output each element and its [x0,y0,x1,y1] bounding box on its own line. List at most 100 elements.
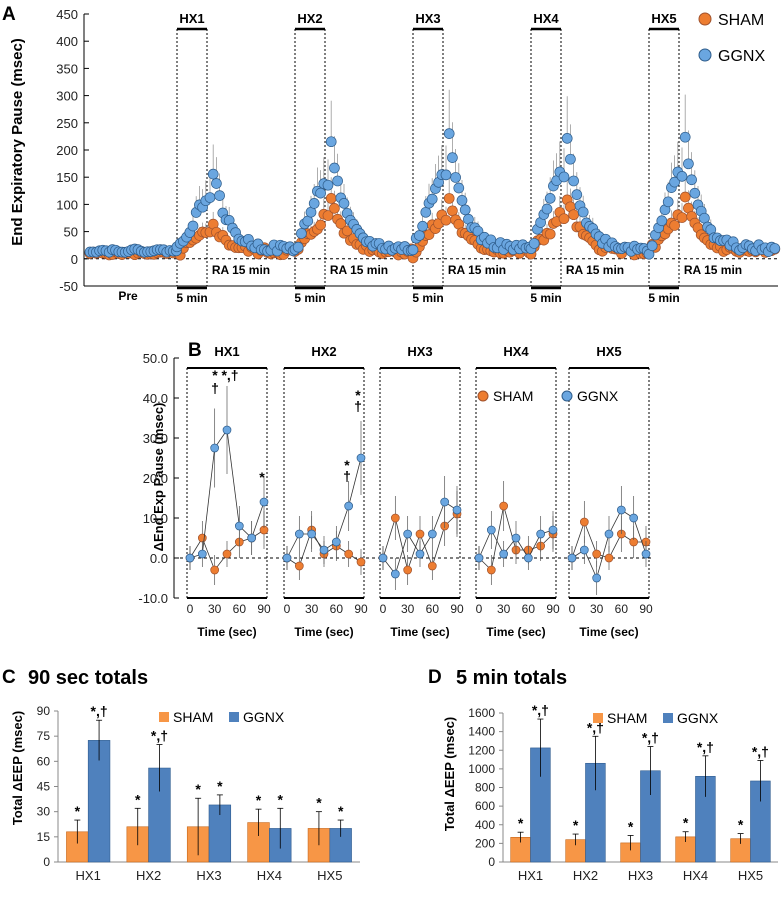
panel-d-y-tick: 1600 [468,706,495,720]
panel-a-ggnx-point [686,174,697,186]
panel-a-ggnx-point [558,171,570,183]
panel-b-sham-point [294,561,304,571]
panel-b-xlabel: Time (sec) [390,625,449,639]
panel-a-ggnx-point [338,198,350,209]
panel-d-y-tick: 1200 [468,743,495,757]
panel-d-sig-label: *,† [642,730,659,746]
panel-c-category-label: HX4 [257,868,282,883]
panel-b-sham-point [579,517,589,527]
panel-a-y-tick: -50 [59,279,78,294]
panel-d-sig-label: *,† [532,702,549,718]
panel-b-x-tick: 60 [233,602,247,616]
panel-c-category-label: HX2 [136,868,161,883]
panel-b-x-tick: 30 [401,602,415,616]
panel-b-sham-point [427,561,437,571]
panel-d-sig-label: * [573,817,579,833]
panel-b-ggnx-point [356,453,366,463]
panel-a-sham-point [329,203,340,214]
panel-b-y-tick: 50.0 [143,351,168,366]
panel-a-sham-point [447,205,458,217]
panel-a-ggnx-point [420,206,432,218]
panel-d-category-label: HX1 [518,868,543,883]
panel-a-ggnx-point [296,228,307,239]
panel-b-sham-point [222,549,232,559]
panel-b-x-tick: 90 [354,602,368,616]
panel-b-ggnx-point [511,533,521,543]
panel-d-y-tick: 1400 [468,725,495,739]
panel-a-ggnx-point [407,244,419,256]
panel-c-y-tick: 75 [37,729,51,743]
legend-d-sham-label: SHAM [607,710,647,726]
panel-b-ggnx-point [415,549,425,559]
panel-a-ggnx-point [689,187,701,199]
panel-d-category-label: HX5 [738,868,763,883]
panel-a-sham-point [568,209,579,221]
panel-a-5min-label: 5 min [648,291,679,305]
panel-c-legend: SHAM GGNX [159,709,285,725]
panel-b-y-tick: 0.0 [150,551,168,566]
panel-a-ggnx-point [669,176,680,188]
panel-b-x-tick: 90 [639,602,653,616]
panel-b-x-tick: 0 [476,602,483,616]
panel-a-ggnx-point [541,203,553,215]
panel-a-ggnx-point [769,243,781,254]
panel-a-ggnx-point [662,196,674,208]
panel-c-sig-label: * [338,803,344,819]
panel-c-sig-label: *,† [91,703,108,719]
panel-a-y-tick: 450 [56,7,78,22]
panel-c-sig-label: * [75,803,81,819]
legend-d-sham-swatch [593,713,603,723]
legend-c-sham-swatch [159,712,169,722]
legend-sham-marker [698,12,712,26]
panel-b-x-tick: 30 [590,602,604,616]
panel-c-ylabel: Total ΔEEP (msec) [10,711,25,825]
panel-b-letter: B [188,340,202,361]
panel-b-ggnx-point [474,553,484,563]
panel-c-sig-label: * [256,792,262,808]
panel-a-y-tick: 50 [64,225,78,240]
legend-ggnx-label: GGNX [718,48,765,65]
panel-a-ggnx-point [292,241,304,253]
panel-c: C 90 sec totals Total ΔEEP (msec) 90 75 60… [2,667,360,883]
panel-b-x-tick: 0 [187,602,194,616]
panel-b-ggnx-point [247,533,257,543]
panel-a-hx-label: HX1 [179,11,204,26]
panel-a-ra-label: RA 15 min [212,263,270,277]
panel-a-ra-label: RA 15 min [684,263,742,277]
panel-a: A End Expiratory Pause (msec) 450 400 350 3… [2,4,781,305]
panel-b-sham-point [499,501,509,511]
panel-b-ggnx-point [390,569,400,579]
panel-b-x-tick: 0 [284,602,291,616]
panel-a-y-tick: 250 [56,116,78,131]
panel-d-ylabel: Total ΔEEP (msec) [442,717,457,831]
panel-b-sham-point [356,557,366,567]
panel-a-y-tick: 300 [56,89,78,104]
panel-b-sig-marker: * [355,387,361,403]
panel-b-ggnx-point [344,501,354,511]
panel-b-ylabel: ΔEnd Exp Pause (msec) [151,403,166,552]
panel-b-ggnx-point [259,497,269,507]
panel-a-ggnx-point [565,153,576,165]
legend-c-ggnx-swatch [229,712,239,722]
panel-c-sig-label: * [195,781,201,797]
panel-b-sham-point [415,529,425,539]
panel-a-ggnx-point [456,195,468,206]
panel-a-sham-point [315,219,326,231]
panel-c-sig-label: * [316,795,322,811]
legend-d-ggnx-label: GGNX [677,710,719,726]
panel-b-sig-marker: * [344,457,350,473]
panel-d-category-label: HX4 [683,868,708,883]
panel-a-ggnx-point [528,238,540,249]
panel-a-ggnx-point [211,178,222,189]
panel-b-ggnx-point [440,497,450,507]
panel-c-sig-label: *,† [151,728,168,744]
panel-c-category-label: HX1 [76,868,101,883]
panel-b-ggnx-point [523,553,533,563]
panel-a-ggnx-point [646,240,658,252]
panel-a-5min-label: 5 min [176,291,207,305]
panel-b-group-title: HX2 [311,344,336,359]
panel-b-ggnx-point [452,505,462,515]
legend-b-sham-marker [477,390,489,402]
panel-b-ggnx-point [185,553,195,563]
